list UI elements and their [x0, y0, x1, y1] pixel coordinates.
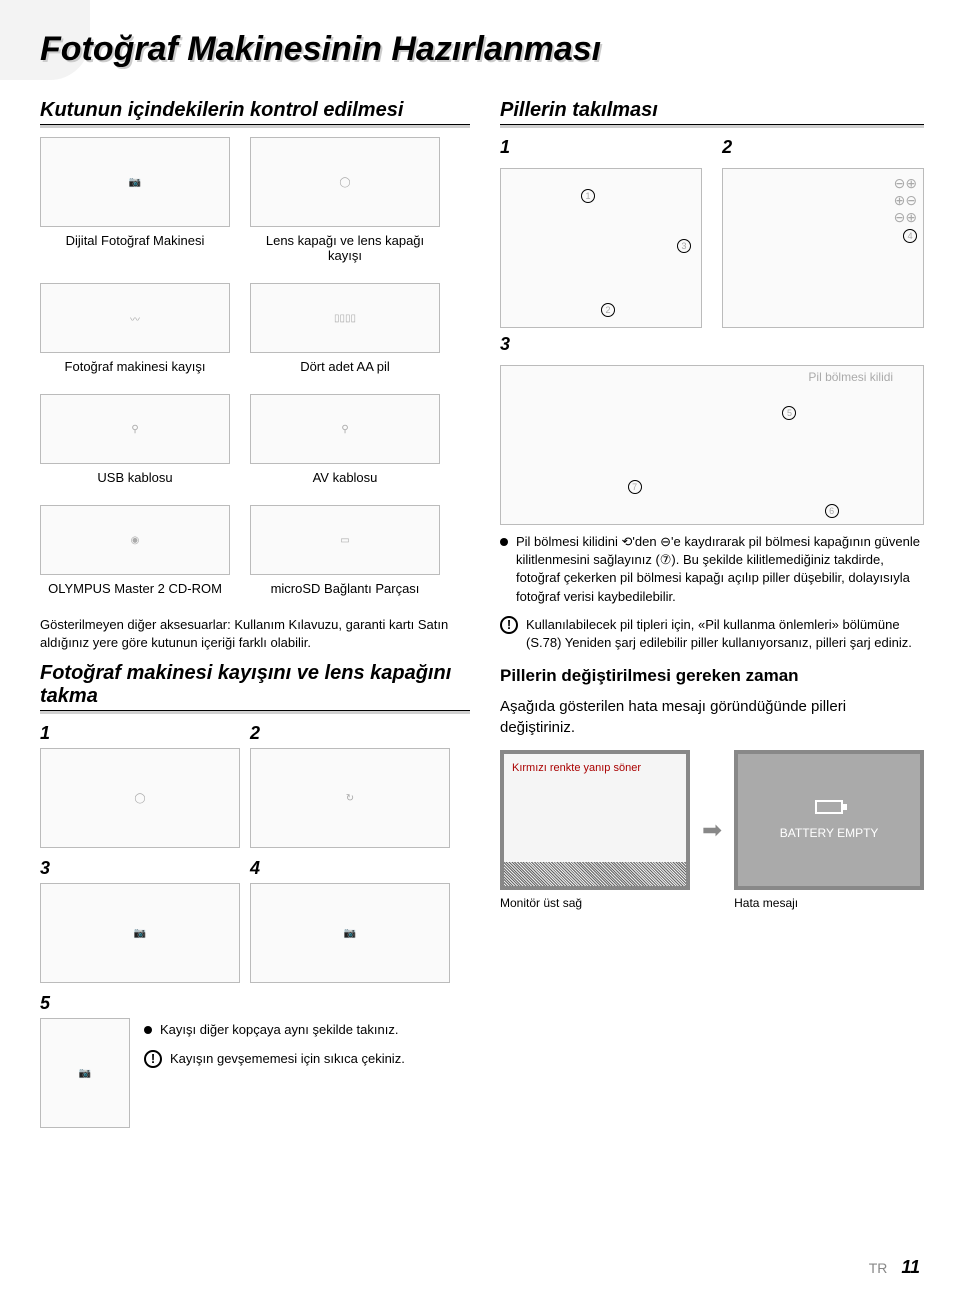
box-contents-grid: 📷 Dijital Fotoğraf Makinesi ◯ Lens kapağ…: [40, 137, 470, 606]
page-footer: TR 11: [869, 1257, 920, 1278]
item-usb: ⚲ USB kablosu: [40, 394, 230, 485]
monitor-screen: Kırmızı renkte yanıp söner: [500, 750, 690, 890]
item-batteries: ▯▯▯▯ Dört adet AA pil: [250, 283, 440, 374]
strap-step-4: 4 📷: [250, 858, 450, 983]
circled-5: 5: [782, 406, 796, 420]
item-microsd: ▭ microSD Bağlantı Parçası: [250, 505, 440, 596]
strap-step1-image: ◯: [40, 748, 240, 848]
circled-7: 7: [628, 480, 642, 494]
circled-3: 3: [677, 239, 691, 253]
av-image: ⚲: [250, 394, 440, 464]
usb-image: ⚲: [40, 394, 230, 464]
strap-step5-image: 📷: [40, 1018, 130, 1128]
circled-2: 2: [601, 303, 615, 317]
battery-step-2: 2 ⊖⊕⊕⊖⊖⊕ 4: [722, 137, 924, 334]
strap-step-1: 1 ◯: [40, 723, 240, 848]
bullet-text: Pil bölmesi kilidini ⟲'den ⊖'e kaydırara…: [516, 533, 924, 606]
warning-text: Kayışın gevşememesi için sıkıca çekiniz.: [170, 1050, 405, 1068]
step-number: 3: [500, 334, 510, 355]
circled-4: 4: [903, 229, 917, 243]
item-label: Dört adet AA pil: [250, 359, 440, 374]
box-contents-note: Gösterilmeyen diğer aksesuarlar: Kullanı…: [40, 616, 470, 652]
bullet-icon: [144, 1026, 152, 1034]
strap-step2-image: ↻: [250, 748, 450, 848]
blink-label: Kırmızı renkte yanıp söner: [512, 762, 641, 775]
strap-step4-image: 📷: [250, 883, 450, 983]
noise-strip: [504, 862, 686, 886]
battery-warning: ! Kullanılabilecek pil tipleri için, «Pi…: [500, 616, 924, 652]
warning-icon: !: [144, 1050, 162, 1068]
replace-heading: Pillerin değiştirilmesi gereken zaman: [500, 666, 924, 686]
section-batteries-heading: Pillerin takılması: [500, 99, 924, 125]
bullet-text: Kayışı diğer kopçaya aynı şekilde takını…: [160, 1021, 398, 1039]
strap-image: 〰: [40, 283, 230, 353]
battery-step-1-2: 1 1 3 2 2 ⊖⊕⊕⊖⊖⊕ 4: [500, 137, 924, 334]
item-label: Dijital Fotoğraf Makinesi: [40, 233, 230, 248]
strap-step3-image: 📷: [40, 883, 240, 983]
footer-page-number: 11: [901, 1257, 920, 1277]
error-message: BATTERY EMPTY: [780, 826, 879, 840]
step-number: 5: [40, 993, 50, 1014]
item-av: ⚲ AV kablosu: [250, 394, 440, 485]
monitor-box: Kırmızı renkte yanıp söner Monitör üst s…: [500, 750, 690, 910]
arrow-right-icon: ➡: [702, 816, 722, 845]
cdrom-image: ◉: [40, 505, 230, 575]
error-caption: Hata mesajı: [734, 896, 924, 910]
circled-1: 1: [581, 189, 595, 203]
battery-empty-icon: [815, 800, 843, 814]
strap-step-2: 2 ↻: [250, 723, 450, 848]
battery-bullet: Pil bölmesi kilidini ⟲'den ⊖'e kaydırara…: [500, 533, 924, 606]
strap-bullet: Kayışı diğer kopçaya aynı şekilde takını…: [144, 1021, 470, 1039]
strap-warning: ! Kayışın gevşememesi için sıkıca çekini…: [144, 1050, 470, 1068]
page-content: Fotoğraf Makinesinin Hazırlanması Kutunu…: [0, 0, 960, 1148]
item-cdrom: ◉ OLYMPUS Master 2 CD-ROM: [40, 505, 230, 596]
strap-step-5-text: Kayışı diğer kopçaya aynı şekilde takını…: [144, 993, 470, 1077]
battery-diagram-1: 1 3 2: [500, 168, 702, 328]
warning-icon: !: [500, 616, 518, 634]
item-label: Lens kapağı ve lens kapağı kayışı: [250, 233, 440, 263]
two-column-layout: Kutunun içindekilerin kontrol edilmesi 📷…: [40, 99, 920, 1128]
item-label: USB kablosu: [40, 470, 230, 485]
item-label: microSD Bağlantı Parçası: [250, 581, 440, 596]
step-number: 3: [40, 858, 50, 879]
battery-diagram-3: Pil bölmesi kilidi 7 5 6: [500, 365, 924, 525]
section-box-contents-heading: Kutunun içindekilerin kontrol edilmesi: [40, 99, 470, 125]
item-label: OLYMPUS Master 2 CD-ROM: [40, 581, 230, 596]
item-strap: 〰 Fotoğraf makinesi kayışı: [40, 283, 230, 374]
lock-label: Pil bölmesi kilidi: [808, 370, 893, 384]
battery-diagram-2: ⊖⊕⊕⊖⊖⊕ 4: [722, 168, 924, 328]
item-label: Fotoğraf makinesi kayışı: [40, 359, 230, 374]
battery-step-1: 1 1 3 2: [500, 137, 702, 334]
bullet-icon: [500, 538, 508, 546]
microsd-image: ▭: [250, 505, 440, 575]
step-number: 2: [722, 137, 732, 158]
monitor-caption: Monitör üst sağ: [500, 896, 690, 910]
strap-step-3: 3 📷: [40, 858, 240, 983]
step-number: 4: [250, 858, 260, 879]
camera-image: 📷: [40, 137, 230, 227]
battery-replace-panel: Kırmızı renkte yanıp söner Monitör üst s…: [500, 750, 924, 910]
section-strap-heading: Fotoğraf makinesi kayışını ve lens kapağ…: [40, 662, 470, 711]
footer-lang: TR: [869, 1260, 888, 1276]
right-column: Pillerin takılması 1 1 3 2 2 ⊖⊕⊕⊖⊖⊕ 4: [500, 99, 924, 1128]
replace-text: Aşağıda gösterilen hata mesajı göründüğü…: [500, 696, 924, 738]
batteries-image: ▯▯▯▯: [250, 283, 440, 353]
warning-text: Kullanılabilecek pil tipleri için, «Pil …: [526, 616, 924, 652]
strap-steps: 1 ◯ 2 ↻ 3 📷 4 📷: [40, 723, 470, 983]
item-camera: 📷 Dijital Fotoğraf Makinesi: [40, 137, 230, 263]
strap-step-5: 5 📷: [40, 993, 130, 1128]
strap-step-5-row: 5 📷 Kayışı diğer kopçaya aynı şekilde ta…: [40, 993, 470, 1128]
lenscap-image: ◯: [250, 137, 440, 227]
item-label: AV kablosu: [250, 470, 440, 485]
left-column: Kutunun içindekilerin kontrol edilmesi 📷…: [40, 99, 470, 1128]
step-number: 1: [500, 137, 510, 158]
error-box: BATTERY EMPTY Hata mesajı: [734, 750, 924, 910]
step-number: 2: [250, 723, 260, 744]
page-title: Fotoğraf Makinesinin Hazırlanması: [40, 30, 920, 69]
step-number: 1: [40, 723, 50, 744]
battery-step-3: 3 Pil bölmesi kilidi 7 5 6: [500, 334, 924, 525]
item-lenscap: ◯ Lens kapağı ve lens kapağı kayışı: [250, 137, 440, 263]
error-screen: BATTERY EMPTY: [734, 750, 924, 890]
circled-6: 6: [825, 504, 839, 518]
